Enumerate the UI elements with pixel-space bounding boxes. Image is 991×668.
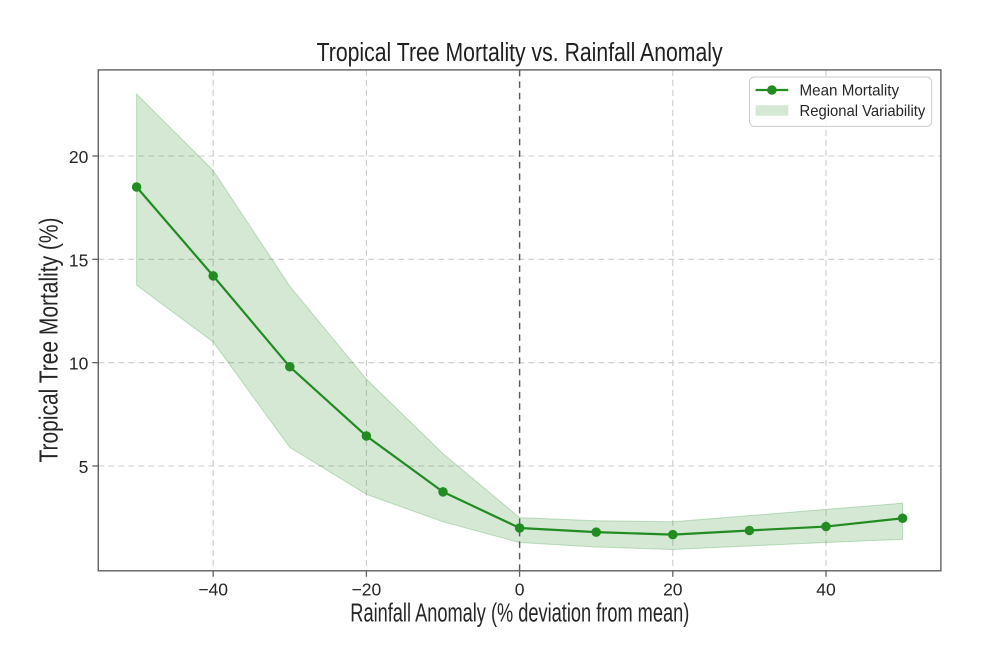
svg-text:−20: −20 — [352, 579, 382, 599]
svg-text:Mean Mortality: Mean Mortality — [800, 83, 900, 100]
svg-text:Rainfall Anomaly (% deviation: Rainfall Anomaly (% deviation from mean) — [350, 600, 689, 628]
svg-text:Regional Variability: Regional Variability — [800, 103, 926, 120]
svg-text:20: 20 — [663, 579, 683, 599]
svg-text:−40: −40 — [198, 579, 228, 599]
svg-text:40: 40 — [816, 579, 836, 599]
svg-text:5: 5 — [79, 457, 89, 477]
svg-text:15: 15 — [69, 250, 88, 270]
svg-text:10: 10 — [69, 354, 89, 374]
svg-text:0: 0 — [515, 579, 525, 599]
svg-text:Tropical Tree Mortality (%): Tropical Tree Mortality (%) — [36, 218, 64, 463]
svg-text:20: 20 — [69, 147, 89, 167]
svg-text:Tropical Tree Mortality vs. Ra: Tropical Tree Mortality vs. Rainfall Ano… — [317, 39, 723, 67]
